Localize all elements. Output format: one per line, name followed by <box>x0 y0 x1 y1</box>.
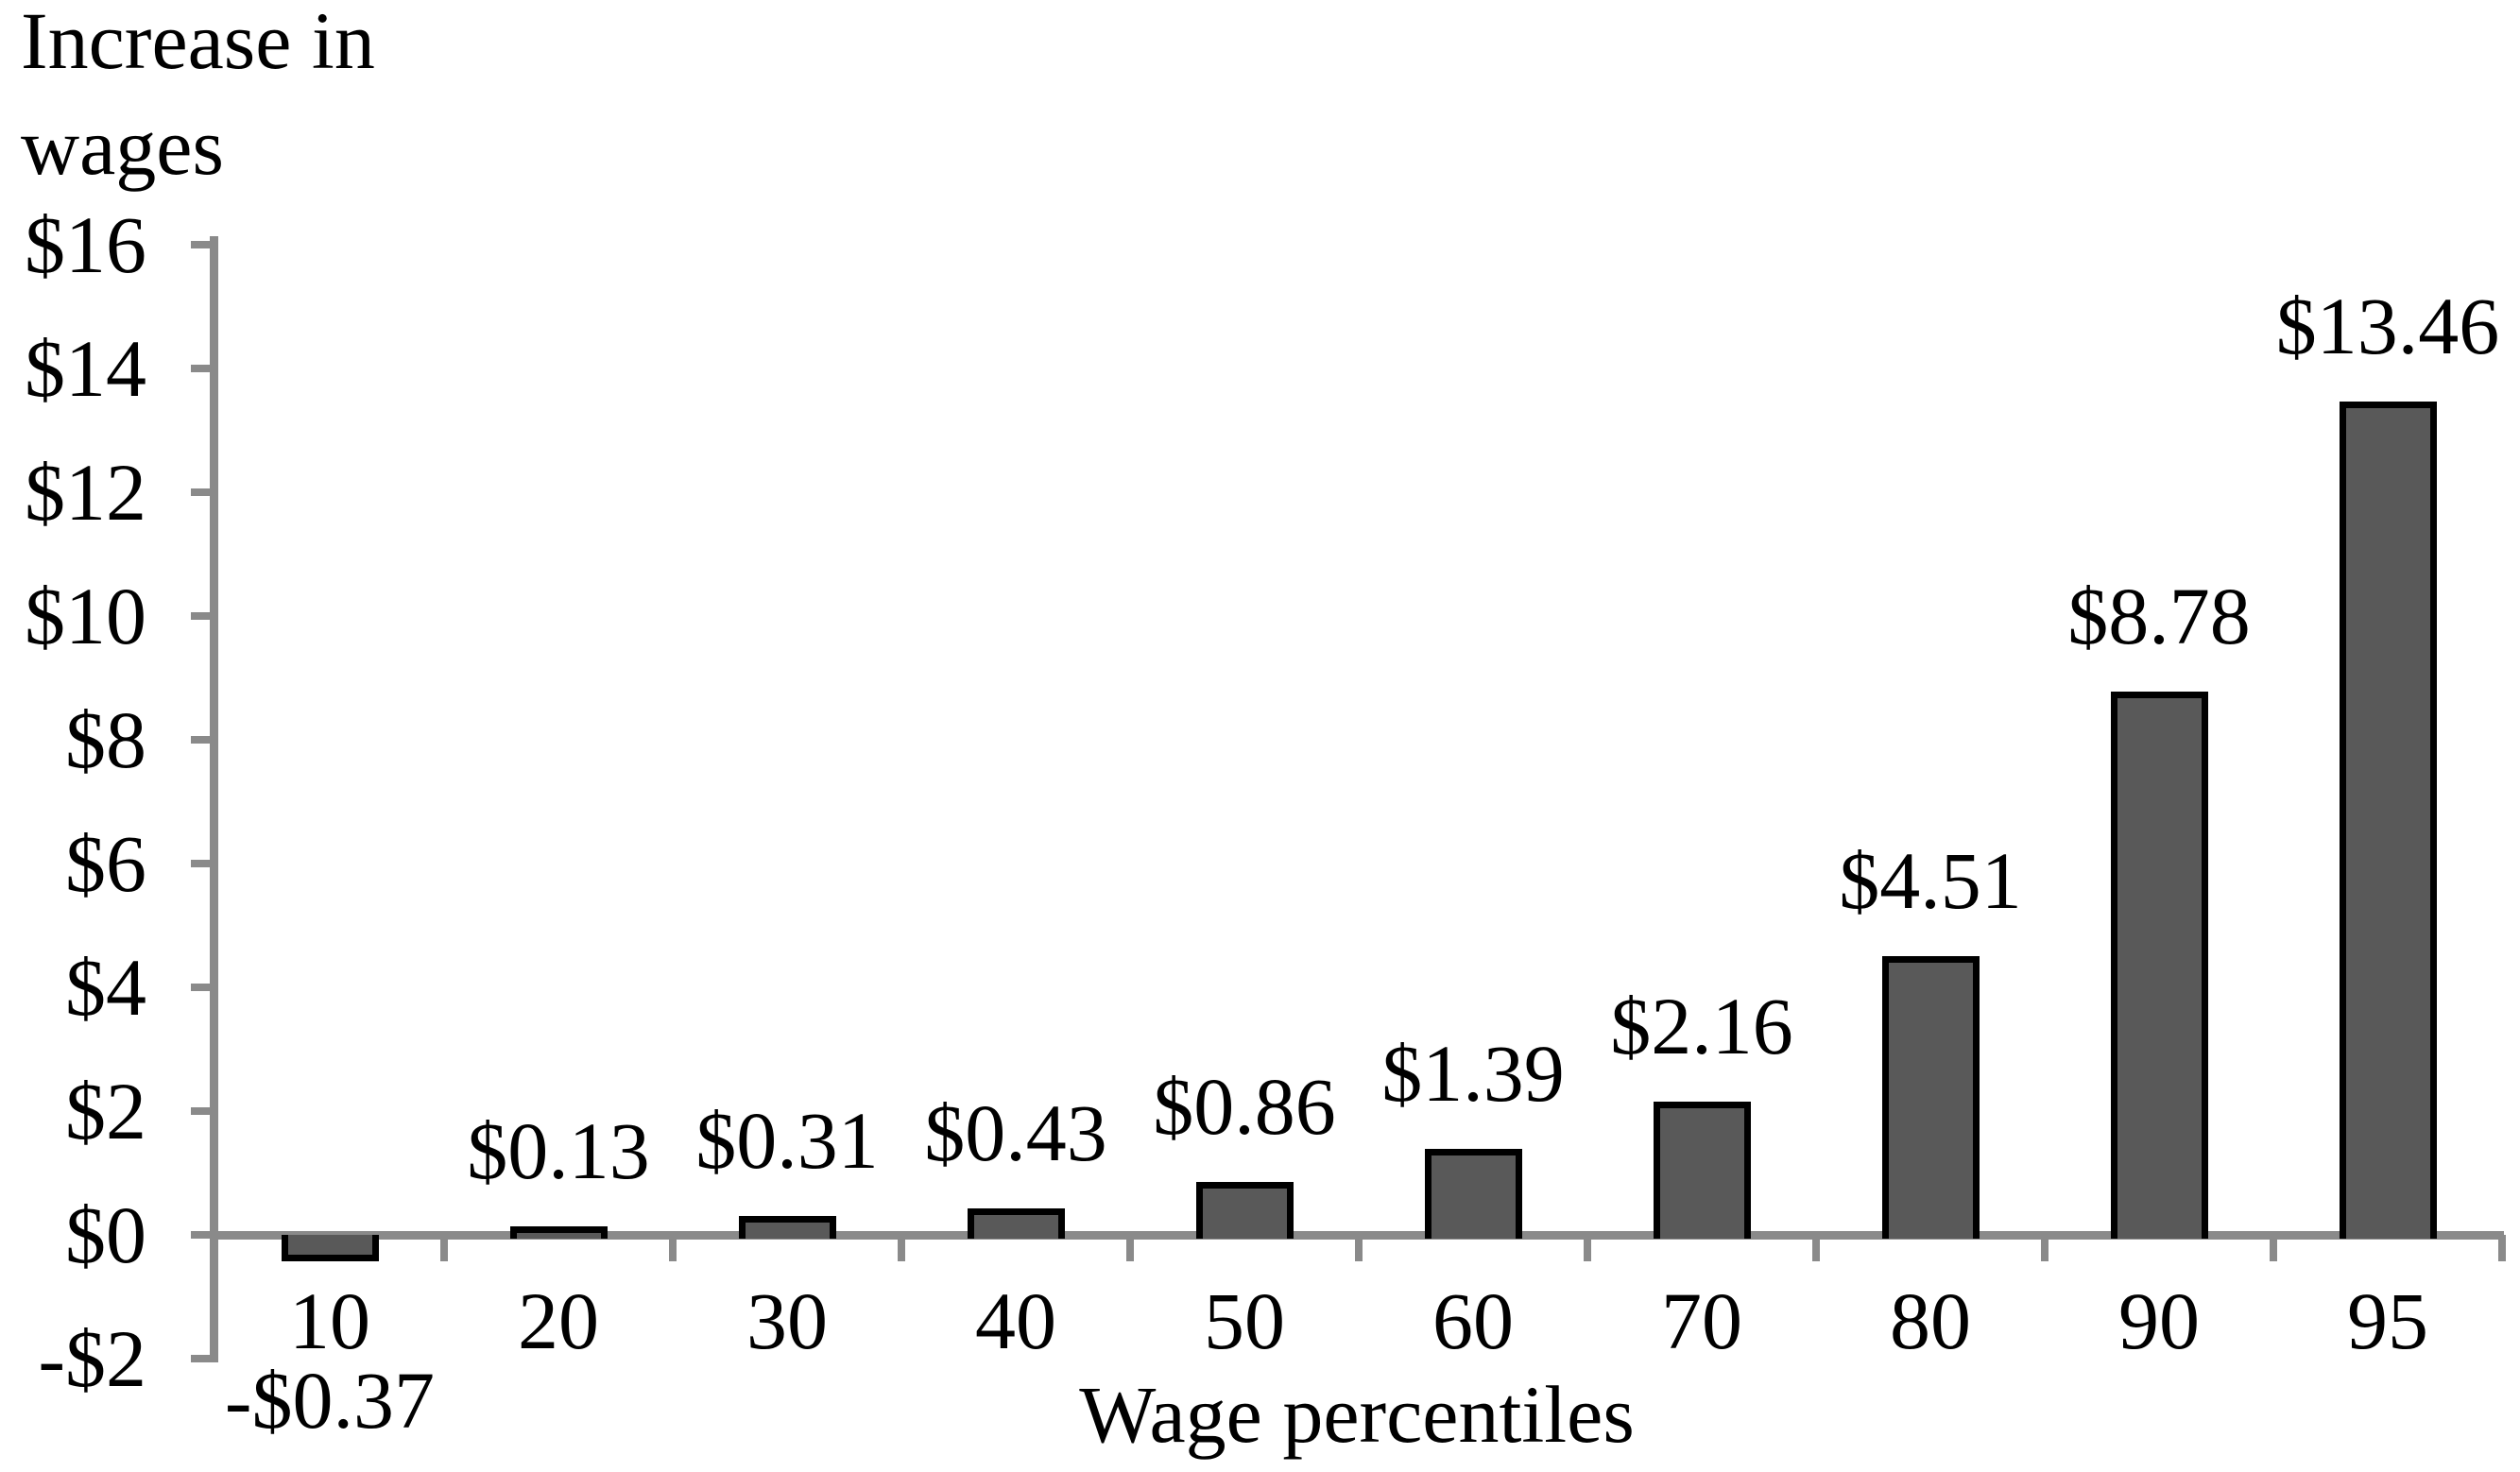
x-tick-label: 10 <box>289 1275 370 1366</box>
y-tick-mark <box>191 736 210 744</box>
bar <box>281 1235 379 1262</box>
y-tick-label: $6 <box>65 818 146 909</box>
x-tick-label: 60 <box>1432 1275 1514 1366</box>
y-tick-label: $2 <box>65 1066 146 1156</box>
y-tick-mark <box>191 488 210 496</box>
x-tick-label: 95 <box>2347 1275 2428 1366</box>
bar-value-label: $0.43 <box>924 1087 1107 1178</box>
bar <box>2339 402 2437 1239</box>
y-tick-label: $16 <box>25 199 146 290</box>
bar <box>1653 1101 1751 1239</box>
x-tick-mark <box>1126 1235 1134 1261</box>
bar <box>738 1215 836 1239</box>
y-tick-label: $8 <box>65 694 146 785</box>
y-tick-label: $4 <box>65 942 146 1033</box>
y-axis-title: Increase in wages <box>21 0 375 199</box>
y-tick-mark <box>191 860 210 867</box>
bar-value-label: $13.46 <box>2275 281 2500 372</box>
bar <box>1195 1181 1294 1239</box>
y-tick-label: $14 <box>25 323 146 414</box>
y-tick-mark <box>191 612 210 620</box>
x-tick-label: 20 <box>518 1275 599 1366</box>
y-tick-label: $12 <box>25 447 146 538</box>
y-axis-title-line-2: wages <box>21 101 224 192</box>
x-tick-mark <box>669 1235 677 1261</box>
y-tick-mark <box>191 365 210 372</box>
x-tick-mark <box>440 1235 448 1261</box>
y-tick-mark <box>191 1107 210 1115</box>
bar-value-label: $2.16 <box>1610 980 1793 1071</box>
bar-value-label: $0.13 <box>467 1105 650 1197</box>
x-tick-mark <box>898 1235 905 1261</box>
bar <box>1424 1148 1522 1239</box>
y-axis-title-line-1: Increase in <box>21 0 375 86</box>
bar <box>967 1207 1065 1239</box>
bar-value-label: $4.51 <box>1839 834 2022 926</box>
bar-value-label: $0.31 <box>695 1094 879 1186</box>
bar-value-label: $8.78 <box>2067 570 2251 661</box>
x-tick-mark <box>2270 1235 2277 1261</box>
y-tick-label: $10 <box>25 571 146 661</box>
bar <box>1881 955 1980 1239</box>
bar-value-label: $0.86 <box>1153 1060 1336 1152</box>
y-tick-mark <box>191 1355 210 1362</box>
y-tick-mark <box>191 1231 210 1239</box>
x-tick-mark <box>1812 1235 1820 1261</box>
x-tick-mark <box>2498 1235 2506 1261</box>
x-axis-title: Wage percentiles <box>1079 1369 1635 1460</box>
bar <box>509 1226 608 1239</box>
x-tick-mark <box>2041 1235 2049 1261</box>
y-tick-mark <box>191 241 210 248</box>
x-tick-label: 70 <box>1661 1275 1742 1366</box>
bar-value-label: -$0.37 <box>224 1355 436 1446</box>
y-tick-label: -$2 <box>38 1313 146 1404</box>
bar <box>2110 691 2208 1239</box>
x-tick-label: 40 <box>975 1275 1056 1366</box>
x-tick-label: 30 <box>746 1275 828 1366</box>
x-tick-mark <box>1584 1235 1591 1261</box>
x-tick-label: 90 <box>2118 1275 2200 1366</box>
y-axis-line <box>210 236 218 1362</box>
x-tick-mark <box>1355 1235 1363 1261</box>
bar-value-label: $1.39 <box>1381 1027 1565 1119</box>
x-tick-label: 50 <box>1204 1275 1285 1366</box>
x-tick-label: 80 <box>1890 1275 1971 1366</box>
y-tick-label: $0 <box>65 1190 146 1280</box>
y-tick-mark <box>191 984 210 991</box>
